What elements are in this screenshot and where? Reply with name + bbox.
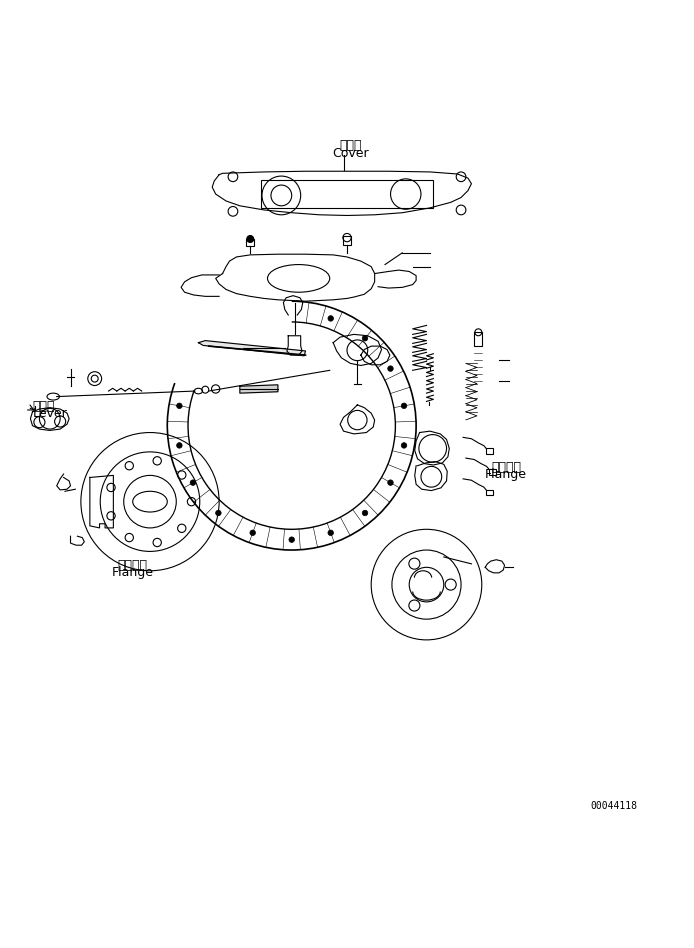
Polygon shape	[90, 475, 113, 528]
Text: Flange: Flange	[112, 566, 154, 579]
FancyBboxPatch shape	[486, 490, 493, 496]
Circle shape	[216, 510, 221, 516]
Circle shape	[176, 443, 182, 448]
Circle shape	[328, 316, 334, 321]
Text: Lever: Lever	[33, 408, 67, 420]
FancyBboxPatch shape	[489, 469, 496, 475]
Circle shape	[176, 403, 182, 409]
Circle shape	[401, 403, 407, 409]
Text: カバー: カバー	[339, 139, 362, 153]
Circle shape	[388, 480, 393, 485]
Text: Flange: Flange	[485, 468, 527, 482]
Circle shape	[401, 443, 407, 448]
Polygon shape	[287, 336, 302, 356]
Polygon shape	[198, 340, 305, 356]
Text: 00044118: 00044118	[591, 801, 637, 811]
Circle shape	[247, 235, 254, 243]
Circle shape	[190, 480, 196, 485]
Text: フランジ: フランジ	[491, 461, 521, 474]
Text: フランジ: フランジ	[118, 558, 148, 572]
Text: Cover: Cover	[332, 148, 369, 160]
Circle shape	[362, 336, 368, 341]
Circle shape	[362, 510, 368, 516]
Text: レバー: レバー	[33, 400, 55, 412]
Polygon shape	[240, 385, 278, 393]
Circle shape	[328, 530, 334, 536]
Circle shape	[289, 537, 294, 542]
FancyBboxPatch shape	[486, 448, 493, 454]
Circle shape	[388, 366, 393, 372]
Circle shape	[250, 530, 255, 536]
